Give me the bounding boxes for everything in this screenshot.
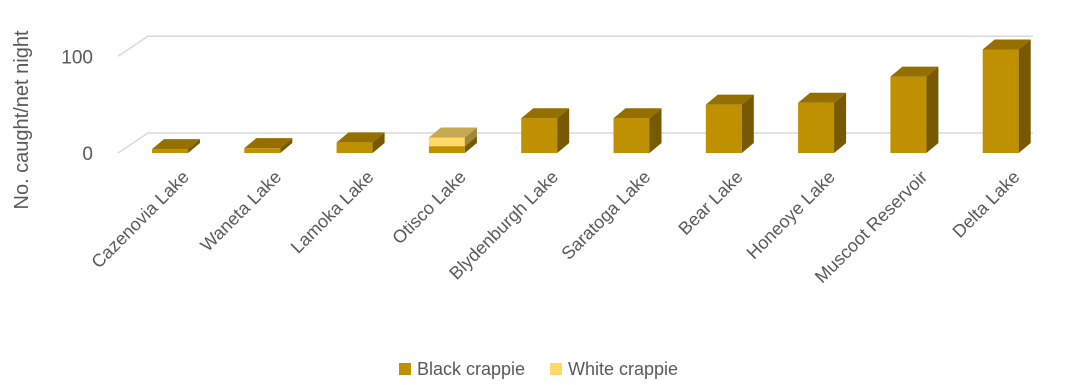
x-tick-label: Waneta Lake	[196, 167, 285, 256]
bar-black-crappie-cazenovia-lake	[152, 139, 200, 153]
bar-black-crappie-lamoka-lake	[336, 132, 385, 153]
x-tick-label: Saratoga Lake	[557, 167, 654, 264]
x-tick-label: Cazenovia Lake	[87, 167, 192, 272]
legend-item-black-crappie: Black crappie	[399, 359, 525, 379]
bar-black-crappie-blydenburgh-lake	[521, 108, 570, 153]
bar-white-crappie-otisco-lake	[428, 127, 477, 147]
x-tick-label: Delta Lake	[949, 167, 1024, 242]
legend: Black crappie White crappie	[399, 359, 678, 379]
bar-black-crappie-honeoye-lake	[798, 92, 847, 153]
x-tick-label: Otisco Lake	[388, 167, 469, 248]
y-tick-label: 0	[82, 144, 93, 165]
gridline	[117, 35, 1033, 57]
legend-swatch	[399, 363, 411, 375]
legend-label: Black crappie	[417, 359, 525, 379]
bar-black-crappie-waneta-lake	[244, 138, 293, 153]
x-tick-label: Bear Lake	[674, 167, 746, 239]
y-axis-ticks: 0 100	[61, 47, 93, 165]
x-axis-ticks: Cazenovia Lake Waneta Lake Lamoka Lake Otis…	[87, 167, 1023, 287]
bar-black-crappie-muscoot-reservoir	[890, 66, 939, 153]
bar-black-crappie-bear-lake	[705, 94, 754, 153]
legend-item-white-crappie: White crappie	[550, 359, 678, 379]
bar-black-crappie-saratoga-lake	[613, 108, 662, 153]
x-tick-label: Honeoye Lake	[743, 167, 839, 263]
bar-black-crappie-delta-lake	[982, 39, 1031, 153]
legend-swatch	[550, 363, 562, 375]
x-tick-label: Lamoka Lake	[287, 167, 378, 258]
y-tick-label: 100	[61, 47, 93, 68]
y-axis-title: No. caught/net night	[11, 30, 33, 209]
bars	[152, 39, 1031, 153]
legend-label: White crappie	[568, 359, 678, 379]
